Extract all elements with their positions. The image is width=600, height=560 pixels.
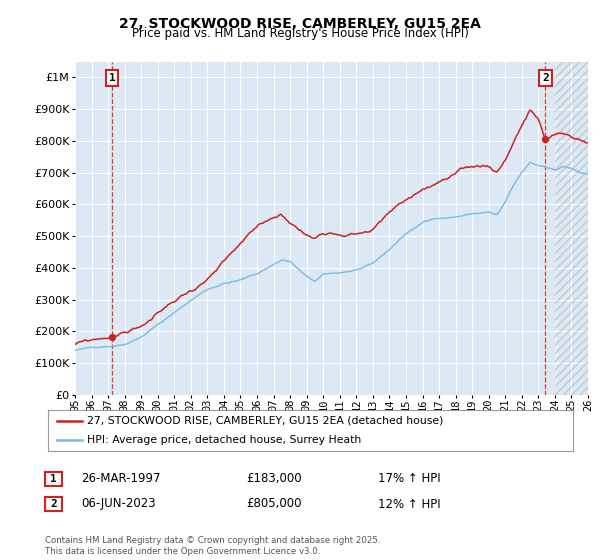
Text: 06-JUN-2023: 06-JUN-2023 bbox=[81, 497, 155, 511]
Text: 2: 2 bbox=[542, 73, 549, 83]
Text: 17% ↑ HPI: 17% ↑ HPI bbox=[378, 472, 440, 486]
Text: 2: 2 bbox=[50, 499, 57, 509]
Text: 27, STOCKWOOD RISE, CAMBERLEY, GU15 2EA (detached house): 27, STOCKWOOD RISE, CAMBERLEY, GU15 2EA … bbox=[88, 416, 444, 426]
Text: 26-MAR-1997: 26-MAR-1997 bbox=[81, 472, 161, 486]
Text: HPI: Average price, detached house, Surrey Heath: HPI: Average price, detached house, Surr… bbox=[88, 435, 362, 445]
Text: 1: 1 bbox=[50, 474, 57, 484]
Point bbox=[107, 332, 117, 341]
Text: £805,000: £805,000 bbox=[246, 497, 302, 511]
Text: Price paid vs. HM Land Registry's House Price Index (HPI): Price paid vs. HM Land Registry's House … bbox=[131, 27, 469, 40]
Text: 1: 1 bbox=[109, 73, 115, 83]
Text: 12% ↑ HPI: 12% ↑ HPI bbox=[378, 497, 440, 511]
Point bbox=[541, 135, 550, 144]
Text: £183,000: £183,000 bbox=[246, 472, 302, 486]
Text: Contains HM Land Registry data © Crown copyright and database right 2025.
This d: Contains HM Land Registry data © Crown c… bbox=[45, 536, 380, 556]
Text: 27, STOCKWOOD RISE, CAMBERLEY, GU15 2EA: 27, STOCKWOOD RISE, CAMBERLEY, GU15 2EA bbox=[119, 17, 481, 31]
